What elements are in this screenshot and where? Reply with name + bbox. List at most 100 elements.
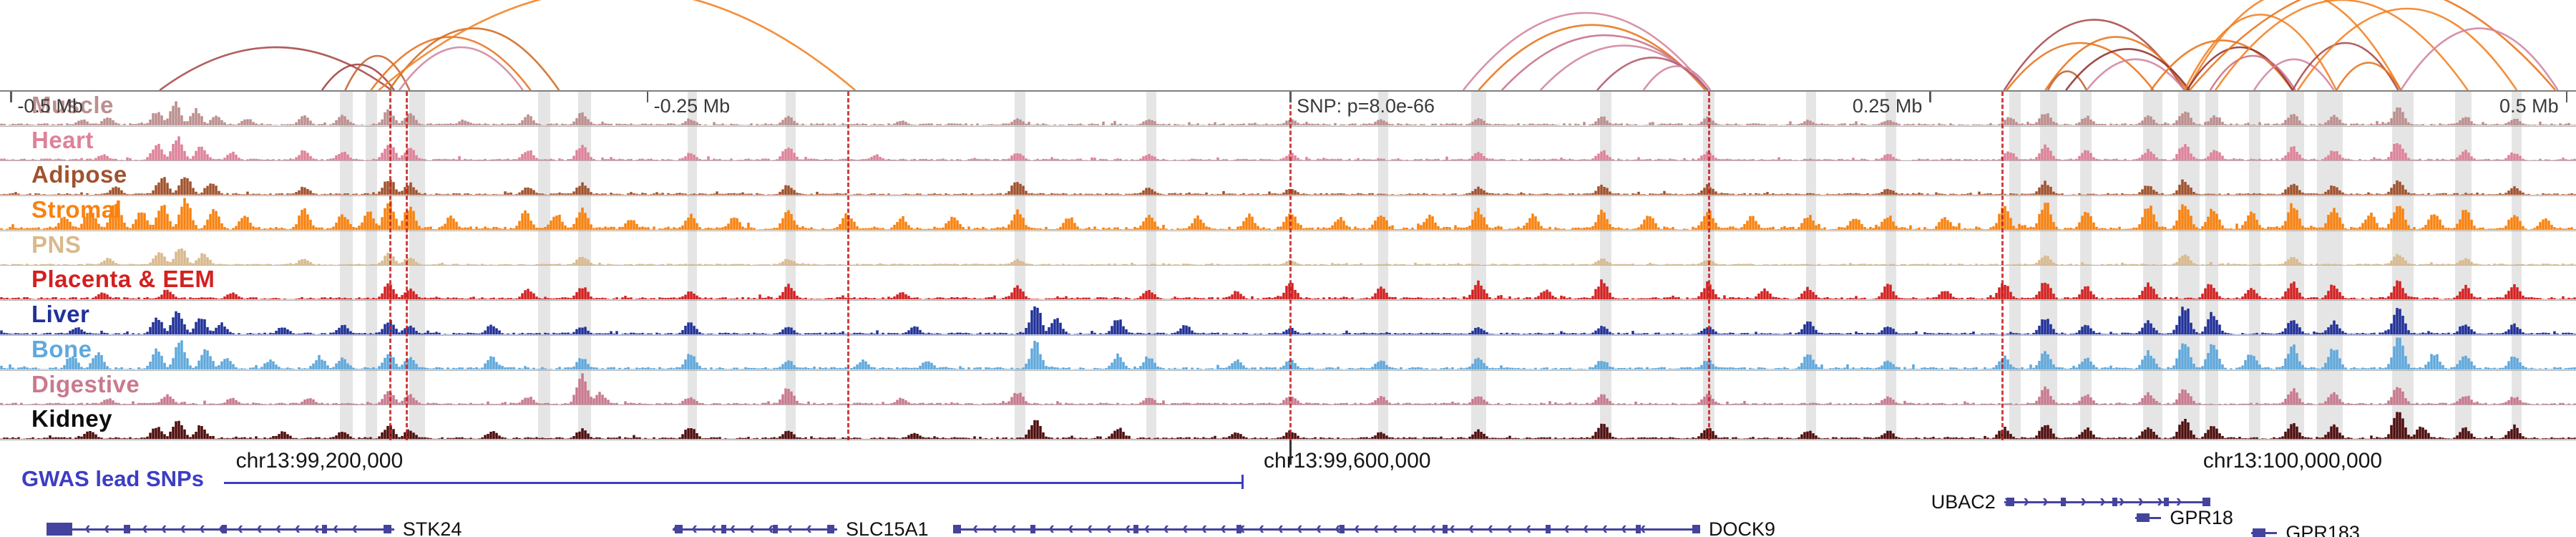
gene-exon (1636, 525, 1641, 533)
track-row-placenta-eem: Placenta & EEM (0, 266, 2576, 301)
gwas-span-end-tick (1241, 475, 1244, 489)
gene-exon (826, 525, 835, 533)
interaction-arc (159, 46, 392, 90)
coordinate-label: chr13:99,600,000 (1264, 449, 1431, 473)
track-label: Liver (31, 301, 90, 328)
interaction-arc (388, 27, 560, 90)
track-label: Muscle (31, 92, 114, 118)
gwas-span-line (224, 482, 1242, 484)
gene-label: STK24 (402, 518, 462, 537)
signal-histogram (0, 279, 2576, 300)
interaction-arc (2065, 48, 2191, 90)
signal-histogram (0, 101, 2576, 126)
interaction-arc (1596, 57, 1709, 90)
gene-exon (1340, 525, 1345, 533)
interaction-arc (2183, 14, 2338, 90)
gene-exon (1443, 525, 1448, 533)
gene-exon (1692, 525, 1700, 533)
signal-tracks-plot: Muscle Heart Adipose Stromal PNS Placenta & E… (0, 90, 2576, 440)
track-row-digestive: Digestive (0, 371, 2576, 406)
gene-exon (384, 525, 392, 533)
interaction-arc (2046, 70, 2088, 90)
interaction-arc (321, 63, 395, 90)
signal-histogram (0, 198, 2576, 231)
signal-histogram (0, 337, 2576, 370)
signal-histogram (0, 306, 2576, 335)
gene-exon (721, 525, 727, 533)
strand-arrows: ›››››››››› (2004, 492, 2195, 509)
gene-exon (1236, 525, 1242, 533)
chromatin-interaction-arcs (159, 0, 2559, 90)
interaction-arc (2186, 0, 2402, 90)
gene-exon (2006, 498, 2015, 506)
gene-exon (2202, 498, 2210, 506)
gene-body-line (953, 528, 1700, 531)
gene-exon (321, 525, 328, 533)
track-row-bone: Bone (0, 336, 2576, 371)
gene-annotation-track: ‹‹‹‹‹‹‹‹‹‹‹‹‹‹‹‹‹ STK24 ‹‹‹‹‹‹‹‹ SLC15A1 ‹‹‹… (0, 440, 2576, 537)
coordinate-label: chr13:100,000,000 (2202, 449, 2383, 473)
interaction-arc (2291, 42, 2399, 90)
gene-exon (675, 525, 683, 533)
gene-exon (46, 523, 72, 536)
gene-label: GPR18 (2170, 507, 2233, 528)
track-row-pns: PNS (0, 231, 2576, 266)
gene-label: DOCK9 (1709, 518, 1776, 537)
track-label: Kidney (31, 405, 113, 432)
annotation-area: chr13:99,200,000 chr13:99,600,000 chr13:10… (0, 440, 2576, 537)
gene-exon (2112, 498, 2118, 506)
track-row-kidney: Kidney (0, 405, 2576, 440)
coordinate-label: chr13:99,200,000 (235, 449, 404, 473)
track-label: PNS (31, 231, 82, 258)
interaction-arc (2085, 58, 2185, 90)
track-label: Bone (31, 335, 92, 362)
interaction-arc (2189, 0, 2557, 90)
interaction-arc (2006, 42, 2155, 90)
gene-label: SLC15A1 (845, 518, 929, 537)
signal-histogram (0, 177, 2576, 195)
gene-gpr18: ‹GPR18 (2135, 507, 2233, 528)
interaction-arc (1642, 65, 1712, 90)
track-label: Adipose (31, 161, 127, 188)
signal-histogram (0, 136, 2576, 160)
gene-exon (221, 525, 227, 533)
interaction-arc (2214, 0, 2469, 90)
strand-arrows: ‹‹‹‹‹‹‹‹‹‹‹‹‹‹‹‹‹‹‹‹‹‹‹‹‹‹‹‹‹‹‹‹‹‹‹‹‹ (953, 519, 1659, 536)
gene-dock9: ‹‹‹‹‹‹‹‹‹‹‹‹‹‹‹‹‹‹‹‹‹‹‹‹‹‹‹‹‹‹‹‹‹‹‹‹‹ DOC… (953, 518, 1775, 537)
strand-arrows: ‹‹‹‹‹‹‹‹‹‹‹‹‹‹‹‹‹ (46, 519, 371, 536)
strand-arrows: ‹‹‹‹‹‹‹‹ (672, 519, 825, 536)
snp-position-tick (1289, 440, 1292, 465)
gene-label: GPR183 (2285, 522, 2360, 537)
interaction-arc (2400, 27, 2559, 90)
gene-gpr183: ‹GPR183 (2251, 522, 2360, 537)
gene-exon (2253, 528, 2266, 537)
interaction-arc (2336, 62, 2402, 90)
interaction-arc (2186, 46, 2294, 90)
track-row-adipose: Adipose (0, 161, 2576, 197)
track-label: Heart (31, 126, 94, 153)
gene-exon (1546, 525, 1551, 533)
gwas-lead-snps-label: GWAS lead SNPs (21, 466, 204, 491)
track-label: Placenta & EEM (31, 266, 215, 293)
gene-exon (2163, 498, 2170, 506)
gene-stk24: ‹‹‹‹‹‹‹‹‹‹‹‹‹‹‹‹‹ STK24 (46, 518, 462, 537)
interaction-arc (2253, 58, 2335, 90)
gene-exon (1030, 525, 1036, 533)
gene-exon (123, 525, 130, 533)
gene-exon (2137, 513, 2150, 522)
gene-slc15a1: ‹‹‹‹‹‹‹‹ SLC15A1 (672, 518, 929, 537)
gene-body-line (672, 528, 837, 531)
track-row-muscle: Muscle (0, 92, 2576, 127)
signal-histogram (0, 412, 2576, 440)
gene-body-line (46, 528, 394, 531)
gene-exon (953, 525, 961, 533)
track-row-stromal: Stromal (0, 196, 2576, 231)
signal-histogram (0, 248, 2576, 265)
track-label: Digestive (31, 370, 140, 397)
interaction-arc (344, 54, 411, 90)
interaction-arc (370, 36, 532, 90)
gene-exon (772, 525, 779, 533)
interaction-arc (378, 0, 857, 90)
interaction-arc (1462, 11, 1709, 90)
